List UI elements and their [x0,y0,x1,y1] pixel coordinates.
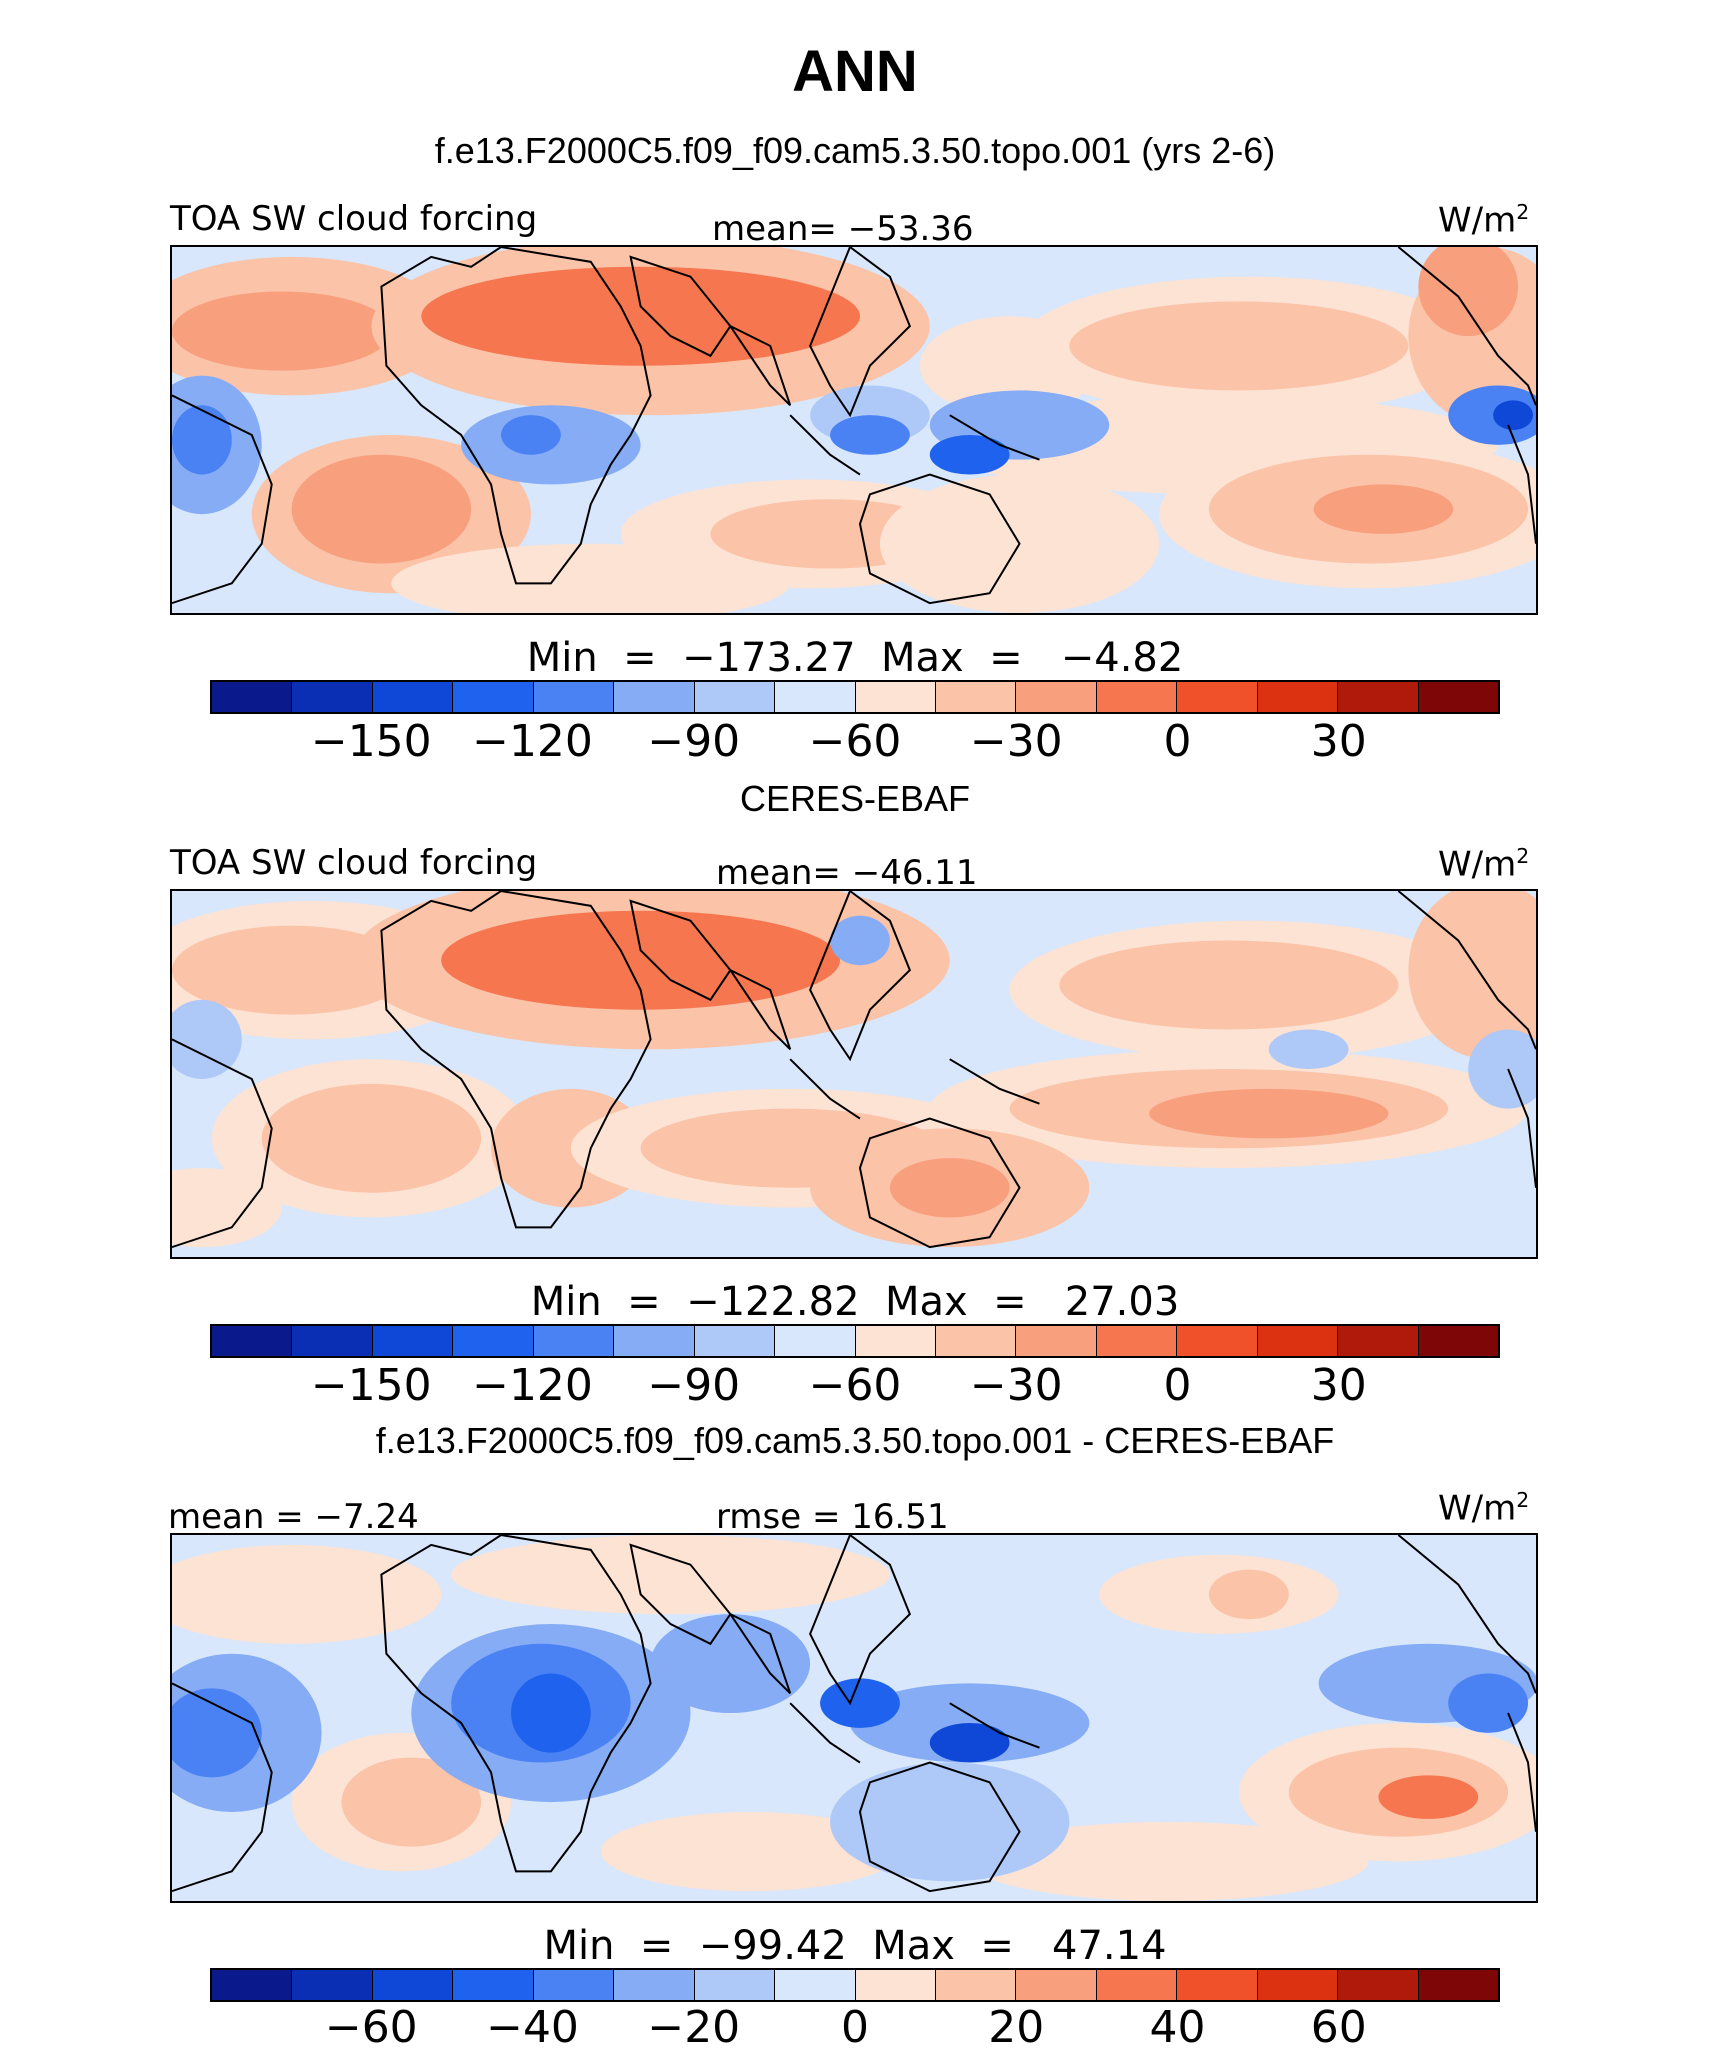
panel-2-minmax: Min = −122.82 Max = 27.03 [530,1279,1180,1325]
colorbar-swatch [935,682,1017,712]
colorbar-tick-label: −90 [647,1360,741,1411]
colorbar-swatch [372,1326,454,1356]
colorbar-swatch [694,1970,776,2000]
panel-3-minmax: Min = −99.42 Max = 47.14 [543,1923,1167,1969]
panel-2-title: CERES-EBAF [739,778,971,819]
colorbar-tick-label: −150 [310,716,432,767]
colorbar-swatch [694,1326,776,1356]
figure-subtitle: f.e13.F2000C5.f09_f09.cam5.3.50.topo.001… [434,130,1276,171]
colorbar-swatch [1338,1970,1419,2000]
colorbar-swatch [212,682,293,712]
colorbar-swatch [533,682,615,712]
colorbar-swatch [1418,1970,1498,2000]
colorbar-swatch [855,1970,936,2000]
colorbar-swatch [855,682,936,712]
colorbar-swatch [1338,682,1419,712]
colorbar-swatch [372,682,454,712]
panel-1-map [170,245,1538,615]
colorbar-swatch [775,1326,856,1356]
panel-1-units: W/m2 [1438,200,1530,241]
colorbar-swatch [533,1326,615,1356]
panel-3-mean-label: mean = −7.24 [168,1497,419,1537]
colorbar-swatch [614,682,695,712]
colorbar-swatch [1177,682,1258,712]
colorbar-tick-label: 20 [988,2002,1045,2053]
colorbar-swatch [1418,682,1498,712]
colorbar-tick-label: 40 [1149,2002,1206,2053]
colorbar-swatch [1418,1326,1498,1356]
panel-1-mean-label: mean= −53.36 [712,209,974,249]
colorbar-swatch [1096,1970,1178,2000]
colorbar-swatch [1096,682,1178,712]
panel-2-colorbar [210,1324,1500,1358]
panel-2-map [170,889,1538,1259]
colorbar-swatch [1177,1326,1258,1356]
colorbar-tick-label: 0 [1163,1360,1192,1411]
colorbar-tick-label: −120 [472,716,593,767]
colorbar-tick-label: −90 [647,716,741,767]
colorbar-swatch [1016,1326,1097,1356]
panel-3-rmse-label: rmse = 16.51 [716,1497,949,1537]
colorbar-swatch [1016,682,1097,712]
colorbar-swatch [1257,682,1339,712]
panel-1-minmax: Min = −173.27 Max = −4.82 [526,635,1184,681]
colorbar-swatch [453,682,534,712]
colorbar-swatch [775,1970,856,2000]
panel-2-colorbar-ticks: −150 −120 −90 −60 −30 0 30 [210,1364,1500,1410]
colorbar-tick-label: 0 [1163,716,1192,767]
colorbar-swatch [453,1326,534,1356]
figure-title: ANN [792,39,918,104]
colorbar-swatch [372,1970,454,2000]
colorbar-swatch [935,1970,1017,2000]
colorbar-tick-label: −30 [969,716,1063,767]
colorbar-tick-label: −30 [969,1360,1063,1411]
panel-3-map [170,1533,1538,1903]
colorbar-swatch [1016,1970,1097,2000]
colorbar-tick-label: −60 [808,1360,902,1411]
panel-3-colorbar [210,1968,1500,2002]
panel-1-colorbar [210,680,1500,714]
colorbar-swatch [694,682,776,712]
panel-3-title: f.e13.F2000C5.f09_f09.cam5.3.50.topo.001… [375,1420,1335,1461]
colorbar-tick-label: −120 [472,1360,593,1411]
panel-3-units: W/m2 [1438,1488,1530,1529]
panel-2-units: W/m2 [1438,844,1530,885]
colorbar-swatch [1096,1326,1178,1356]
colorbar-swatch [1257,1326,1339,1356]
colorbar-swatch [212,1326,293,1356]
colorbar-tick-label: −40 [486,2002,579,2053]
panel-2-mean-label: mean= −46.11 [716,853,978,893]
colorbar-swatch [292,1970,373,2000]
panel-3-colorbar-ticks: −60 −40 −20 0 20 40 60 [210,2006,1500,2052]
colorbar-swatch [1338,1326,1419,1356]
colorbar-swatch [775,682,856,712]
colorbar-swatch [292,682,373,712]
panel-1-colorbar-ticks: −150 −120 −90 −60 −30 0 30 [210,720,1500,766]
colorbar-tick-label: −60 [324,2002,418,2053]
panel-1-left-label: TOA SW cloud forcing [170,199,538,239]
colorbar-swatch [614,1970,695,2000]
colorbar-swatch [614,1326,695,1356]
colorbar-swatch [1257,1970,1339,2000]
colorbar-swatch [1177,1970,1258,2000]
colorbar-tick-label: 30 [1310,1360,1367,1411]
colorbar-swatch [855,1326,936,1356]
colorbar-tick-label: −60 [808,716,902,767]
colorbar-tick-label: 60 [1310,2002,1367,2053]
colorbar-tick-label: 30 [1310,716,1367,767]
colorbar-swatch [212,1970,293,2000]
panel-2-left-label: TOA SW cloud forcing [170,843,538,883]
colorbar-tick-label: 0 [841,2002,869,2053]
colorbar-tick-label: −20 [647,2002,741,2053]
colorbar-tick-label: −150 [310,1360,432,1411]
colorbar-swatch [935,1326,1017,1356]
colorbar-swatch [533,1970,615,2000]
colorbar-swatch [453,1970,534,2000]
colorbar-swatch [292,1326,373,1356]
